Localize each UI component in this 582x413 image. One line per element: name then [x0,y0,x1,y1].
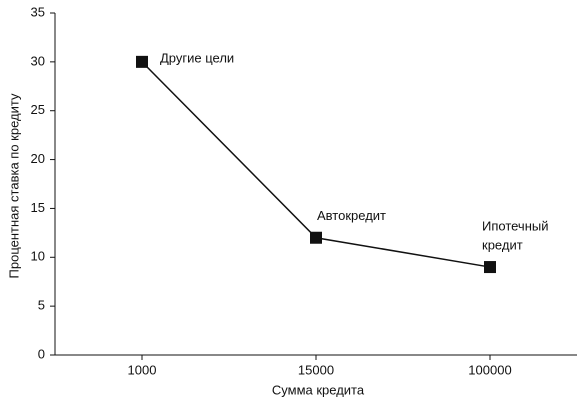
marker [136,55,148,68]
y-tick-label: 15 [31,200,45,215]
y-tick-label: 30 [31,53,45,68]
marker [484,261,496,274]
x-axis-label: Сумма кредита [272,382,365,397]
x-tick-label: 1000 [128,362,157,377]
y-tick-label: 35 [31,4,45,19]
y-tick-label: 20 [31,151,45,166]
y-tick-label: 5 [38,298,45,313]
point-label: Автокредит [317,208,386,223]
y-tick-label: 10 [31,249,45,264]
y-tick-label: 0 [38,346,45,361]
x-tick-label: 15000 [298,362,334,377]
y-tick-label: 25 [31,102,45,117]
y-axis-label: Процентная ставка по кредиту [6,93,21,278]
point-label: Ипотечный [482,218,549,233]
point-label: кредит [482,237,523,252]
x-tick-label: 100000 [468,362,511,377]
point-label: Другие цели [160,50,234,65]
marker [310,231,322,244]
